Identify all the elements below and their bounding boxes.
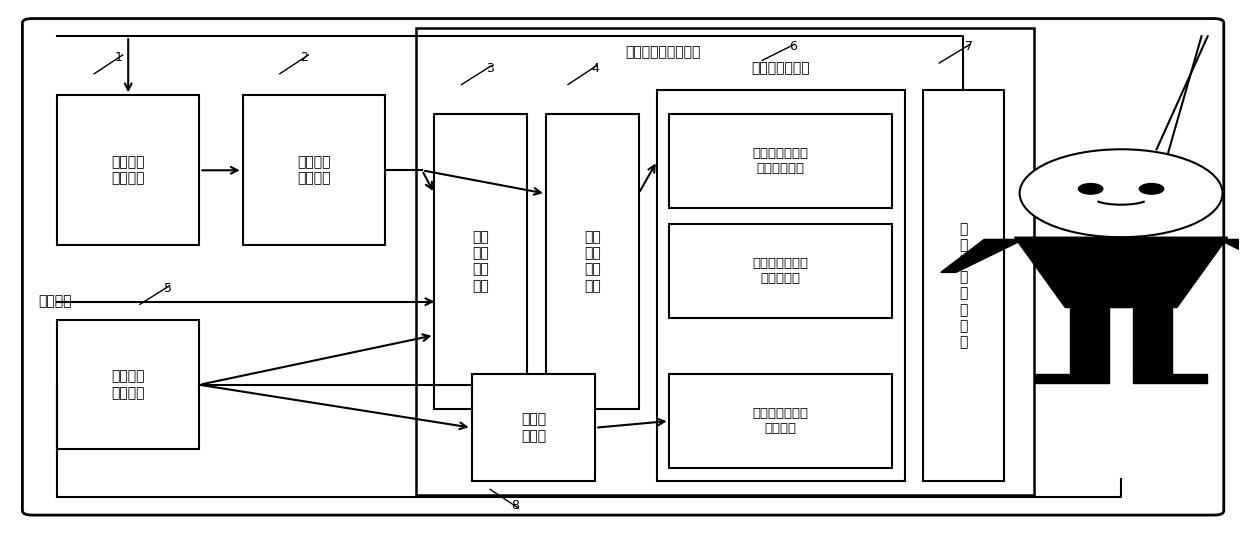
Polygon shape [1219,239,1240,272]
Text: 任
务
范
式
呼
现
装
置: 任 务 范 式 呼 现 装 置 [960,222,967,349]
Bar [923,90,1003,481]
Text: 8: 8 [511,499,518,512]
Text: 真实场景: 真实场景 [38,295,72,309]
Text: 图像采
集装置: 图像采 集装置 [521,412,546,443]
Text: 6: 6 [790,40,797,53]
Text: 3: 3 [486,62,494,75]
Text: 眼动
数据
分析
装置: 眼动 数据 分析 装置 [584,230,600,293]
Bar [657,90,904,481]
Bar [471,374,595,481]
Polygon shape [941,239,1024,272]
Polygon shape [1014,237,1228,308]
Bar [57,95,200,245]
Bar [415,28,1034,495]
Polygon shape [1035,374,1109,383]
FancyBboxPatch shape [22,18,1224,515]
Text: 虚拟人物肢体动
作控制模块: 虚拟人物肢体动 作控制模块 [753,257,808,285]
Text: 7: 7 [965,40,973,53]
Text: 5: 5 [165,282,172,295]
Circle shape [1019,149,1223,237]
Text: 任务范式处理器: 任务范式处理器 [751,61,810,75]
Bar [670,114,893,208]
Polygon shape [1133,374,1208,383]
Bar [670,374,893,468]
Polygon shape [1133,308,1172,374]
Text: 肢体动作
采集装置: 肢体动作 采集装置 [112,370,145,400]
Text: 1: 1 [115,51,123,64]
Text: 任务范式场景构
建与调整模块: 任务范式场景构 建与调整模块 [753,147,808,175]
Text: 眼动
数据
采集
装置: 眼动 数据 采集 装置 [472,230,490,293]
Bar [434,114,527,409]
Bar [546,114,639,409]
Bar [57,321,200,449]
Circle shape [1079,184,1102,194]
Polygon shape [1070,308,1109,374]
Text: 2: 2 [300,51,309,64]
Bar [670,224,893,318]
Text: 节律性提示信息
调节模块: 节律性提示信息 调节模块 [753,407,808,435]
Text: 脑电信号
采集装置: 脑电信号 采集装置 [112,155,145,185]
Circle shape [1140,184,1163,194]
Text: 脑电信号
分析装置: 脑电信号 分析装置 [298,155,331,185]
Text: 4: 4 [591,62,599,75]
Text: 虚拟现实头戴式设备: 虚拟现实头戴式设备 [626,45,701,59]
Bar [243,95,384,245]
